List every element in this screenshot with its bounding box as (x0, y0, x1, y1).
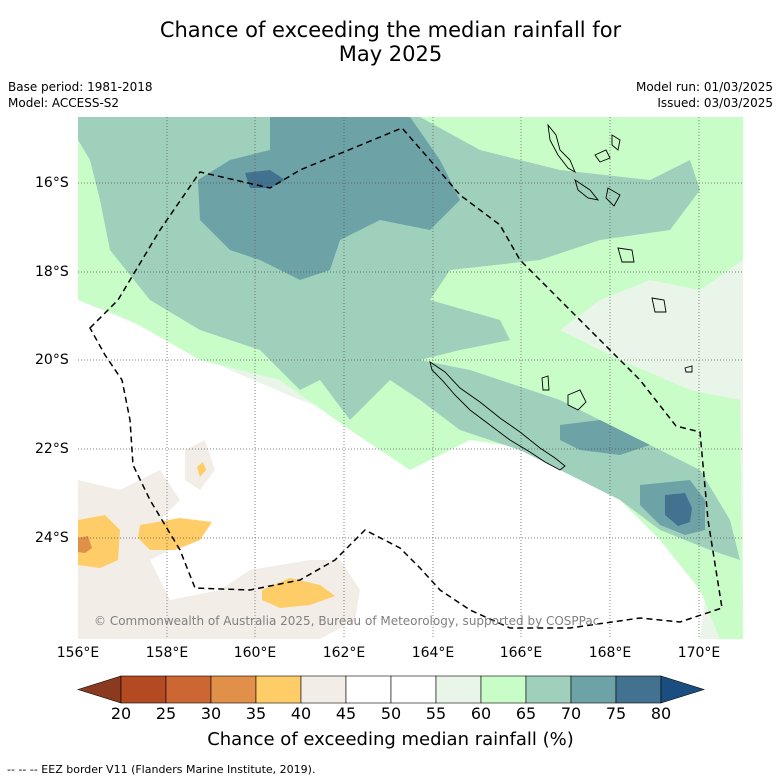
probability-35-40-region-west (78, 515, 120, 568)
longitude-label: 166°E (499, 645, 543, 661)
colorbar-bin (120, 675, 167, 704)
colorbar-bin (615, 675, 662, 704)
model-name: Model: ACCESS-S2 (8, 96, 120, 110)
probability-75-80-region-southeast (665, 493, 692, 526)
colorbar-tick: 20 (110, 704, 132, 723)
colorbar-tick: 65 (515, 704, 537, 723)
issued-date: Issued: 03/03/2025 (657, 96, 773, 110)
colorbar-tick: 25 (155, 704, 177, 723)
colorbar (76, 675, 706, 704)
probability-70-75-region (198, 117, 460, 280)
coastlines (429, 123, 693, 471)
latitude-label: 22°S (35, 441, 69, 457)
latitude-label: 16°S (35, 175, 69, 191)
colorbar-bin (480, 675, 527, 704)
colorbar-tick: 50 (380, 704, 402, 723)
colorbar-bin (570, 675, 617, 704)
copyright-notice: © Commonwealth of Australia 2025, Bureau… (94, 614, 600, 628)
colorbar-bin (165, 675, 212, 704)
meta-right: Model run: 01/03/2025 Issued: 03/03/2025 (636, 79, 773, 111)
colorbar-extend-low (76, 675, 122, 704)
model-run-date: Model run: 01/03/2025 (635, 80, 773, 94)
longitude-label: 162°E (322, 645, 366, 661)
probability-35-40-region-small (197, 462, 206, 477)
longitude-label: 156°E (56, 645, 100, 661)
latitude-label: 20°S (35, 352, 69, 368)
colorbar-bin (435, 675, 482, 704)
colorbar-bin (255, 675, 302, 704)
longitude-label: 170°E (677, 645, 721, 661)
map-title: Chance of exceeding the median rainfall … (0, 18, 781, 66)
colorbar-bin (525, 675, 572, 704)
colorbar-tick: 75 (605, 704, 627, 723)
probability-70-75-region-east (560, 420, 650, 455)
colorbar-extend-high (660, 675, 706, 704)
probability-30-35-region (78, 536, 92, 553)
colorbar-tick: 60 (470, 704, 492, 723)
longitude-label: 160°E (233, 645, 277, 661)
longitude-label: 164°E (411, 645, 455, 661)
eez-legend-note: -- -- -- EEZ border V11 (Flanders Marine… (7, 763, 316, 776)
title-line-2: May 2025 (338, 42, 443, 66)
colorbar-label: Chance of exceeding median rainfall (%) (207, 729, 574, 750)
colorbar-tick: 45 (335, 704, 357, 723)
eez-border (89, 127, 723, 629)
colorbar-tick: 70 (560, 704, 582, 723)
longitude-label: 168°E (588, 645, 632, 661)
latitude-label: 18°S (35, 264, 69, 280)
colorbar-bin (210, 675, 257, 704)
vanuatu-islands (547, 123, 576, 174)
colorbar-tick: 80 (650, 704, 672, 723)
title-line-1: Chance of exceeding the median rainfall … (159, 18, 622, 42)
graticule (78, 117, 743, 639)
meta-left: Base period: 1981-2018 Model: ACCESS-S2 (8, 79, 153, 111)
colorbar-bin (390, 675, 437, 704)
base-period: Base period: 1981-2018 (8, 80, 153, 94)
colorbar-tick: 40 (290, 704, 312, 723)
probability-35-40-region-mid (138, 518, 212, 550)
colorbar-bin (345, 675, 392, 704)
colorbar-tick: 55 (425, 704, 447, 723)
longitude-label: 158°E (145, 645, 189, 661)
colorbar-bin (300, 675, 347, 704)
colorbar-tick: 30 (200, 704, 222, 723)
latitude-label: 24°S (35, 530, 69, 546)
colorbar-tick: 35 (245, 704, 267, 723)
map-field (78, 117, 743, 639)
probability-35-40-region-south (262, 578, 335, 608)
new-caledonia-island (429, 360, 566, 471)
